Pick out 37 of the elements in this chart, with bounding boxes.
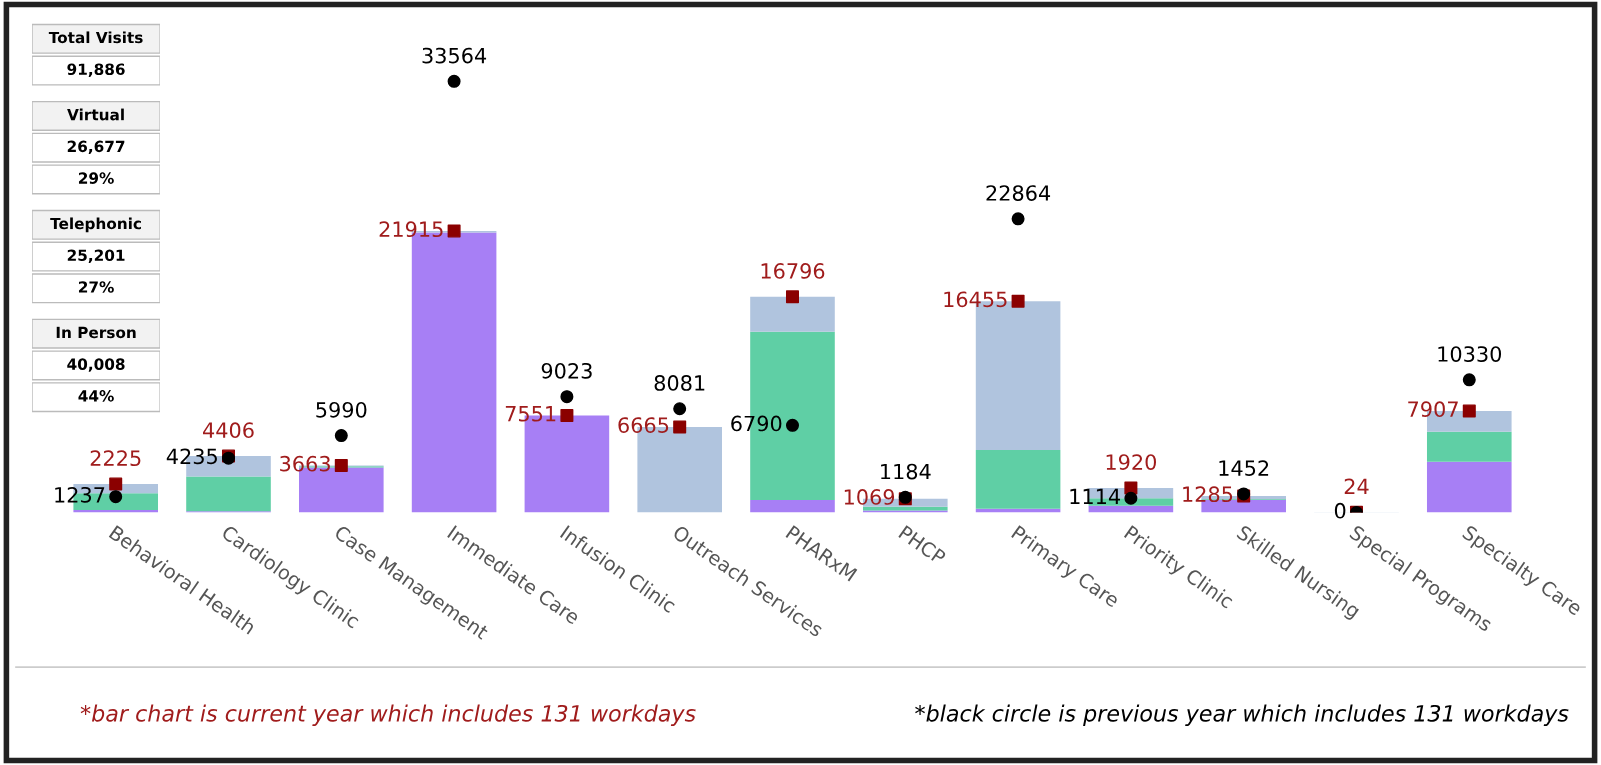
data-label: 1184 [881, 463, 931, 480]
data-label: 33564 [422, 47, 487, 64]
category-label: Telephonic [50, 217, 141, 233]
data-label: 8081 [654, 375, 705, 391]
data-label: 1452 [1219, 460, 1269, 476]
data-label: 3663 [280, 455, 330, 472]
data-label: 24 [1344, 478, 1369, 495]
text: 44% [78, 390, 114, 402]
text: 25,201 [67, 249, 125, 263]
data-label: 16455 [944, 291, 1007, 308]
data-label: 2225 [90, 450, 141, 467]
data-label: 7907 [1408, 401, 1458, 418]
data-label: 6665 [618, 417, 669, 433]
category-label: Total Visits [48, 31, 143, 44]
category-label: Virtual [67, 108, 124, 121]
data-label: 4235 [166, 448, 217, 465]
category-label: In Person [56, 326, 136, 339]
text: 26,677 [67, 140, 125, 155]
data-label: 1285 [1183, 486, 1233, 503]
text: *bar chart is current year which includes 131 workdays [80, 704, 696, 727]
data-label: 22864 [986, 185, 1051, 201]
text: 29% [78, 172, 114, 184]
text: *black circle is previous year which includes 131 workdays [915, 704, 1569, 727]
text: 40,008 [67, 358, 125, 372]
data-label: 1114 [1070, 488, 1120, 504]
data-label: 9023 [541, 362, 592, 379]
data-label: 21915 [379, 221, 443, 238]
text: 27% [78, 281, 114, 293]
data-label: 1069 [844, 489, 895, 505]
data-label: 1237 [55, 486, 105, 503]
data-label: 0 [1334, 502, 1346, 519]
data-label: 4406 [203, 422, 254, 439]
data-label: 16796 [761, 263, 825, 279]
data-label: 5990 [316, 401, 367, 418]
data-label: 1920 [1106, 454, 1157, 470]
text: 91,886 [67, 63, 125, 77]
data-label: 10330 [1438, 346, 1502, 362]
